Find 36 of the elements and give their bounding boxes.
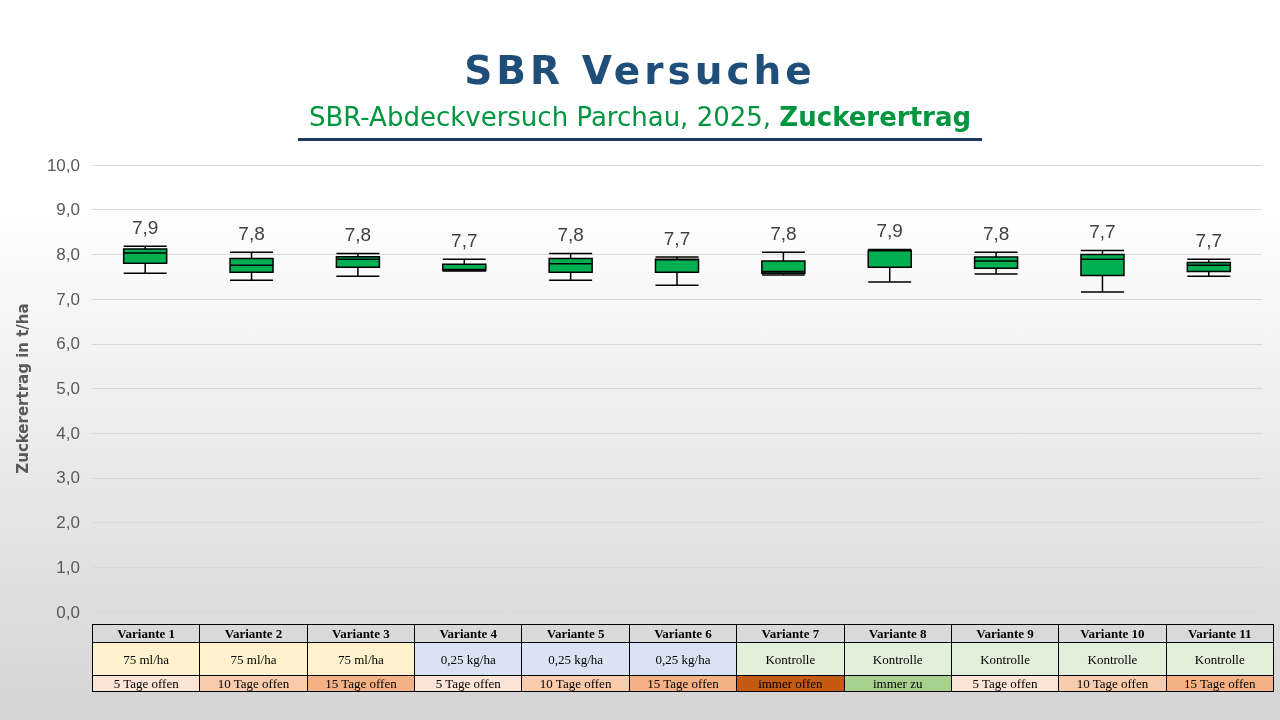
y-tick-label: 7,0: [56, 289, 80, 309]
category-label: Variante 3 75 ml/ha 15 Tage offen: [325, 626, 397, 691]
text: 7,8: [344, 224, 372, 246]
y-tick-label: 5,0: [56, 379, 80, 398]
y-tick-label: 2,0: [56, 513, 80, 533]
text: 7,8: [770, 222, 797, 244]
category-label: Variante 11 Kontrolle 15 Tage offen: [1184, 626, 1256, 691]
y-tick-label: 4,0: [56, 423, 80, 443]
category-label: Variante 6 0,25 kg/ha 15 Tage offen: [647, 626, 719, 691]
text: 7,7: [1195, 229, 1223, 251]
y-tick-label: 6,0: [56, 334, 80, 354]
text: 7,8: [557, 224, 584, 246]
category-label: Variante 10 Kontrolle 10 Tage offen: [1076, 626, 1149, 691]
y-axis-title: Zuckerertrag in t/ha: [13, 303, 32, 474]
category-label: Variante 2 75 ml/ha 10 Tage offen: [217, 626, 290, 691]
text: 7,9: [876, 219, 903, 241]
category-label: Variante 4 0,25 kg/ha 5 Tage offen: [435, 626, 501, 691]
y-tick-label: 9,0: [56, 200, 80, 220]
text: 7,9: [131, 216, 159, 238]
category-label: Variante 7 Kontrolle immer offen: [758, 626, 823, 691]
category-label: Variante 5 0,25 kg/ha 10 Tage offen: [539, 626, 612, 691]
text: 7,7: [451, 229, 478, 251]
text: 7,8: [238, 222, 265, 244]
category-label: Variante 8 Kontrolle immer zu: [868, 626, 927, 691]
y-tick-label: 1,0: [56, 557, 80, 577]
chart-subtitle: SBR-Abdeckversuch Parchau, 2025, Zuckerertrag: [308, 102, 972, 132]
y-tick-label: 8,0: [56, 244, 80, 264]
text: 7,7: [663, 227, 691, 249]
category-label: Variante 1 75 ml/ha 5 Tage offen: [113, 626, 179, 691]
category-label: Variante 9 Kontrolle 5 Tage offen: [972, 626, 1038, 691]
text: 7,7: [1089, 220, 1116, 242]
y-tick-label: 10,0: [46, 155, 80, 175]
y-tick-label: 0,0: [56, 602, 80, 622]
chart-title: SBR Versuche: [463, 47, 817, 95]
y-tick-label: 3,0: [56, 468, 80, 488]
text: 7,8: [982, 222, 1010, 244]
